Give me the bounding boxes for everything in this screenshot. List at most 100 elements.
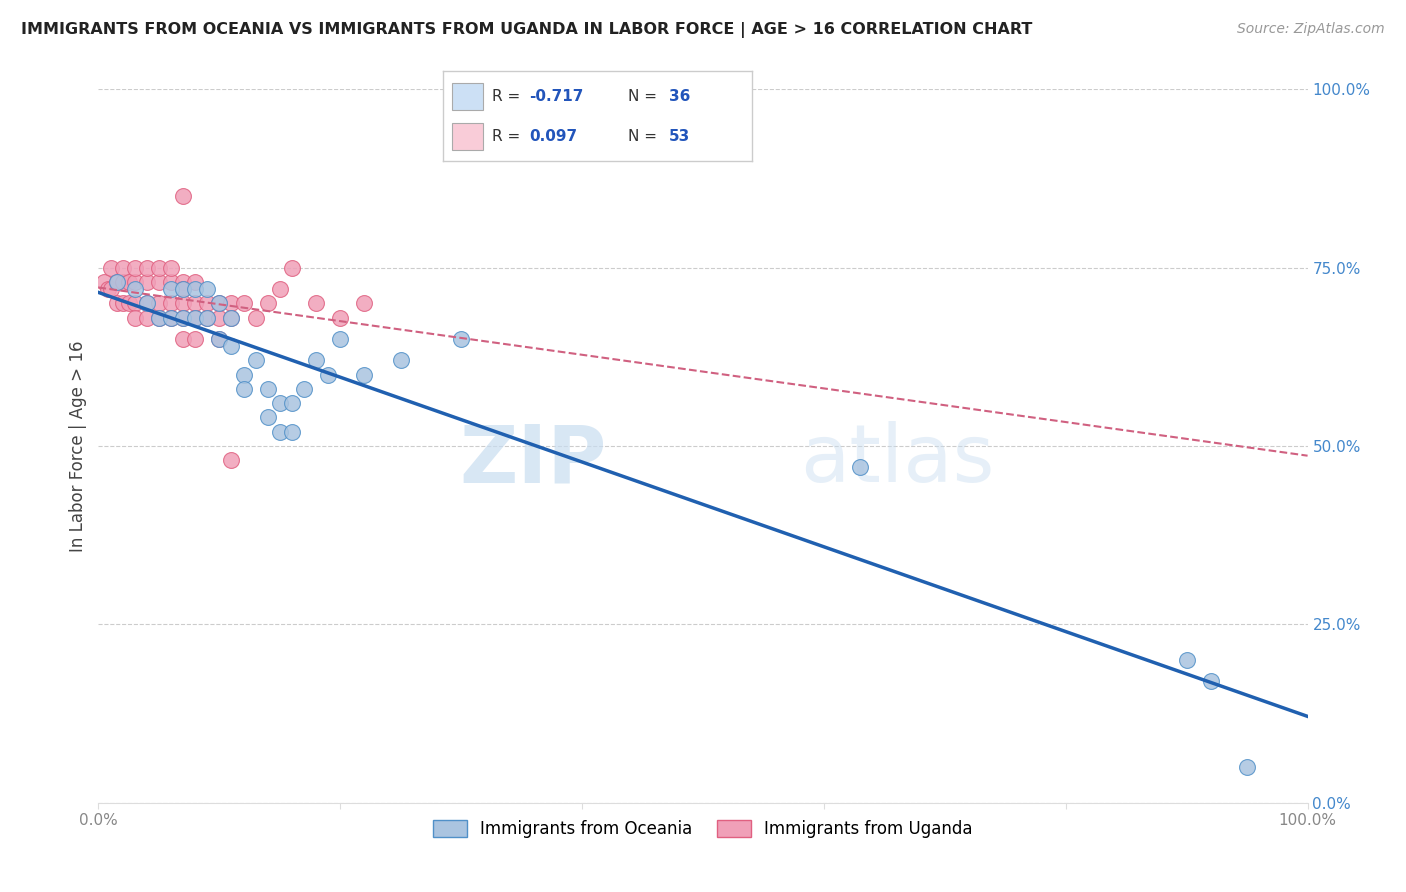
- Point: [208, 296, 231, 310]
- Point: [105, 296, 128, 310]
- Point: [221, 296, 243, 310]
- Point: [269, 425, 291, 439]
- Point: [245, 310, 267, 325]
- Point: [281, 396, 304, 410]
- Point: [118, 296, 141, 310]
- Point: [184, 310, 207, 325]
- Legend: Immigrants from Oceania, Immigrants from Uganda: Immigrants from Oceania, Immigrants from…: [427, 813, 979, 845]
- Point: [118, 275, 141, 289]
- Point: [111, 296, 134, 310]
- Point: [184, 282, 207, 296]
- Point: [269, 396, 291, 410]
- Text: ZIP: ZIP: [458, 421, 606, 500]
- Point: [111, 275, 134, 289]
- Point: [305, 296, 328, 310]
- Point: [329, 332, 352, 346]
- Point: [232, 382, 254, 396]
- Point: [256, 296, 278, 310]
- Point: [148, 296, 170, 310]
- Point: [195, 282, 218, 296]
- Point: [208, 332, 231, 346]
- Point: [135, 296, 157, 310]
- Point: [148, 260, 170, 275]
- Point: [124, 260, 146, 275]
- Point: [124, 296, 146, 310]
- FancyBboxPatch shape: [453, 123, 484, 150]
- Text: R =: R =: [492, 129, 526, 144]
- Point: [1236, 760, 1258, 774]
- Point: [105, 275, 128, 289]
- Point: [172, 332, 194, 346]
- Text: 0.097: 0.097: [530, 129, 578, 144]
- Point: [135, 296, 157, 310]
- Point: [184, 296, 207, 310]
- Point: [450, 332, 472, 346]
- Point: [148, 310, 170, 325]
- Point: [1175, 653, 1198, 667]
- Point: [184, 275, 207, 289]
- Text: -0.717: -0.717: [530, 89, 583, 103]
- Point: [281, 425, 304, 439]
- Point: [195, 310, 218, 325]
- Point: [148, 275, 170, 289]
- Point: [172, 282, 194, 296]
- Point: [221, 453, 243, 467]
- Point: [353, 368, 375, 382]
- Y-axis label: In Labor Force | Age > 16: In Labor Force | Age > 16: [69, 340, 87, 552]
- Point: [124, 282, 146, 296]
- FancyBboxPatch shape: [453, 83, 484, 110]
- Text: IMMIGRANTS FROM OCEANIA VS IMMIGRANTS FROM UGANDA IN LABOR FORCE | AGE > 16 CORR: IMMIGRANTS FROM OCEANIA VS IMMIGRANTS FR…: [21, 22, 1032, 38]
- Point: [100, 260, 122, 275]
- Text: 36: 36: [669, 89, 690, 103]
- Point: [353, 296, 375, 310]
- Point: [124, 310, 146, 325]
- Text: N =: N =: [628, 129, 662, 144]
- Point: [221, 339, 243, 353]
- Point: [195, 310, 218, 325]
- Point: [221, 310, 243, 325]
- Text: 53: 53: [669, 129, 690, 144]
- Point: [160, 310, 183, 325]
- Point: [172, 296, 194, 310]
- Point: [135, 260, 157, 275]
- Point: [97, 282, 120, 296]
- Point: [232, 296, 254, 310]
- Point: [184, 310, 207, 325]
- Point: [135, 310, 157, 325]
- Point: [281, 260, 304, 275]
- Point: [221, 310, 243, 325]
- Point: [305, 353, 328, 368]
- Point: [105, 275, 128, 289]
- Point: [172, 282, 194, 296]
- Point: [160, 296, 183, 310]
- Point: [208, 332, 231, 346]
- Point: [184, 332, 207, 346]
- Point: [172, 310, 194, 325]
- Point: [172, 275, 194, 289]
- Point: [172, 310, 194, 325]
- Point: [849, 460, 872, 475]
- Point: [316, 368, 339, 382]
- Point: [111, 260, 134, 275]
- Point: [124, 275, 146, 289]
- Point: [389, 353, 412, 368]
- Text: atlas: atlas: [800, 421, 994, 500]
- Point: [329, 310, 352, 325]
- Point: [232, 368, 254, 382]
- Point: [135, 275, 157, 289]
- Point: [208, 296, 231, 310]
- Point: [160, 282, 183, 296]
- Point: [160, 275, 183, 289]
- Point: [1199, 674, 1222, 689]
- Point: [195, 296, 218, 310]
- Point: [93, 275, 115, 289]
- Point: [256, 410, 278, 425]
- Point: [160, 310, 183, 325]
- Text: Source: ZipAtlas.com: Source: ZipAtlas.com: [1237, 22, 1385, 37]
- Point: [160, 260, 183, 275]
- Point: [208, 310, 231, 325]
- Point: [256, 382, 278, 396]
- Text: R =: R =: [492, 89, 526, 103]
- Point: [292, 382, 315, 396]
- Point: [172, 189, 194, 203]
